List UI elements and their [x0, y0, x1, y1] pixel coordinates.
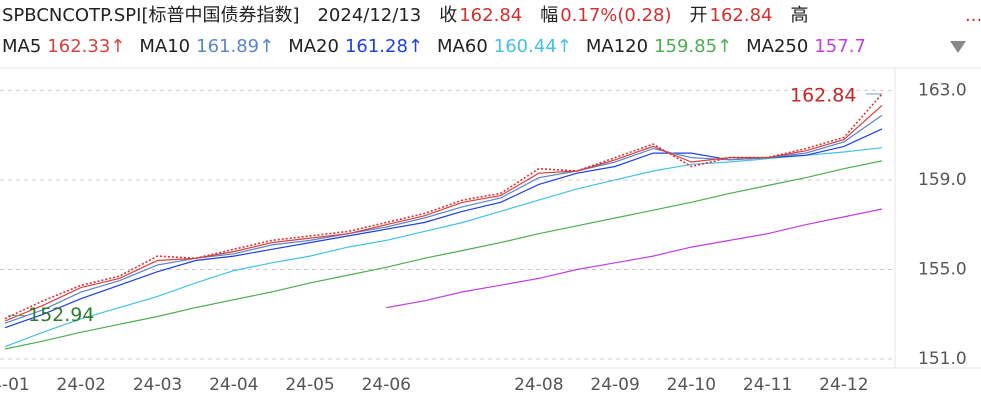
x-tick-label: 24-11 [743, 375, 792, 395]
x-tick-label: 24-01 [0, 375, 30, 395]
header-item: 幅 [540, 5, 558, 26]
annotation: 162.84 [790, 84, 856, 106]
legend-more-icon[interactable] [950, 41, 966, 53]
legend-value: 161.89↑ [196, 36, 274, 57]
ma-line [4, 160, 883, 350]
x-tick-label: 24-03 [133, 375, 182, 395]
y-tick-label: 151.0 [918, 349, 967, 369]
legend-name: MA20 [288, 36, 339, 57]
header-item: 0.17%(0.28) [560, 5, 671, 26]
x-tick-label: 24-02 [57, 375, 106, 395]
legend-name: MA5 [2, 36, 41, 57]
x-tick-label: 24-04 [209, 375, 258, 395]
header-item: 高 [791, 5, 809, 26]
header-item: SPBCNCOTP.SPI[标普中国债券指数] [2, 5, 299, 26]
legend-value: 157.7 [814, 36, 866, 57]
ma-line [386, 208, 883, 309]
annotation: 152.94 [28, 304, 94, 326]
legend-name: MA250 [746, 36, 808, 57]
y-tick-label: 163.0 [918, 80, 967, 100]
legend-value: 159.85↑ [654, 36, 732, 57]
header-item: 开 [690, 5, 708, 26]
header-item: 收 [439, 5, 457, 26]
x-tick-label: 24-09 [590, 375, 639, 395]
x-tick-label: 24-12 [819, 375, 868, 395]
header-item: ... [965, 5, 981, 26]
ma-line [4, 147, 883, 348]
legend-name: MA60 [437, 36, 488, 57]
x-tick-label: 24-10 [667, 375, 716, 395]
header-item: 2024/12/13 [317, 5, 421, 26]
header-item: 162.84 [710, 5, 773, 26]
legend-name: MA10 [139, 36, 190, 57]
ma-line [4, 104, 883, 322]
y-tick-label: 159.0 [918, 170, 967, 190]
header-item: 162.84 [459, 5, 522, 26]
legend-value: 160.44↑ [494, 36, 572, 57]
ma-line [4, 114, 883, 324]
x-tick-label: 24-05 [285, 375, 334, 395]
legend-value: 161.28↑ [345, 36, 423, 57]
price-line [4, 93, 883, 320]
x-tick-label: 24-08 [514, 375, 563, 395]
legend-value: 162.33↑ [47, 36, 125, 57]
x-tick-label: 24-06 [362, 375, 411, 395]
y-tick-label: 155.0 [918, 259, 967, 279]
legend-name: MA120 [586, 36, 648, 57]
